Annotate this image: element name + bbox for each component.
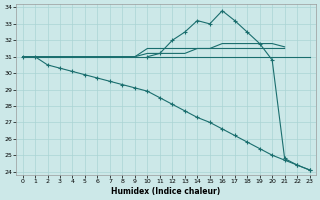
X-axis label: Humidex (Indice chaleur): Humidex (Indice chaleur) [111,187,221,196]
